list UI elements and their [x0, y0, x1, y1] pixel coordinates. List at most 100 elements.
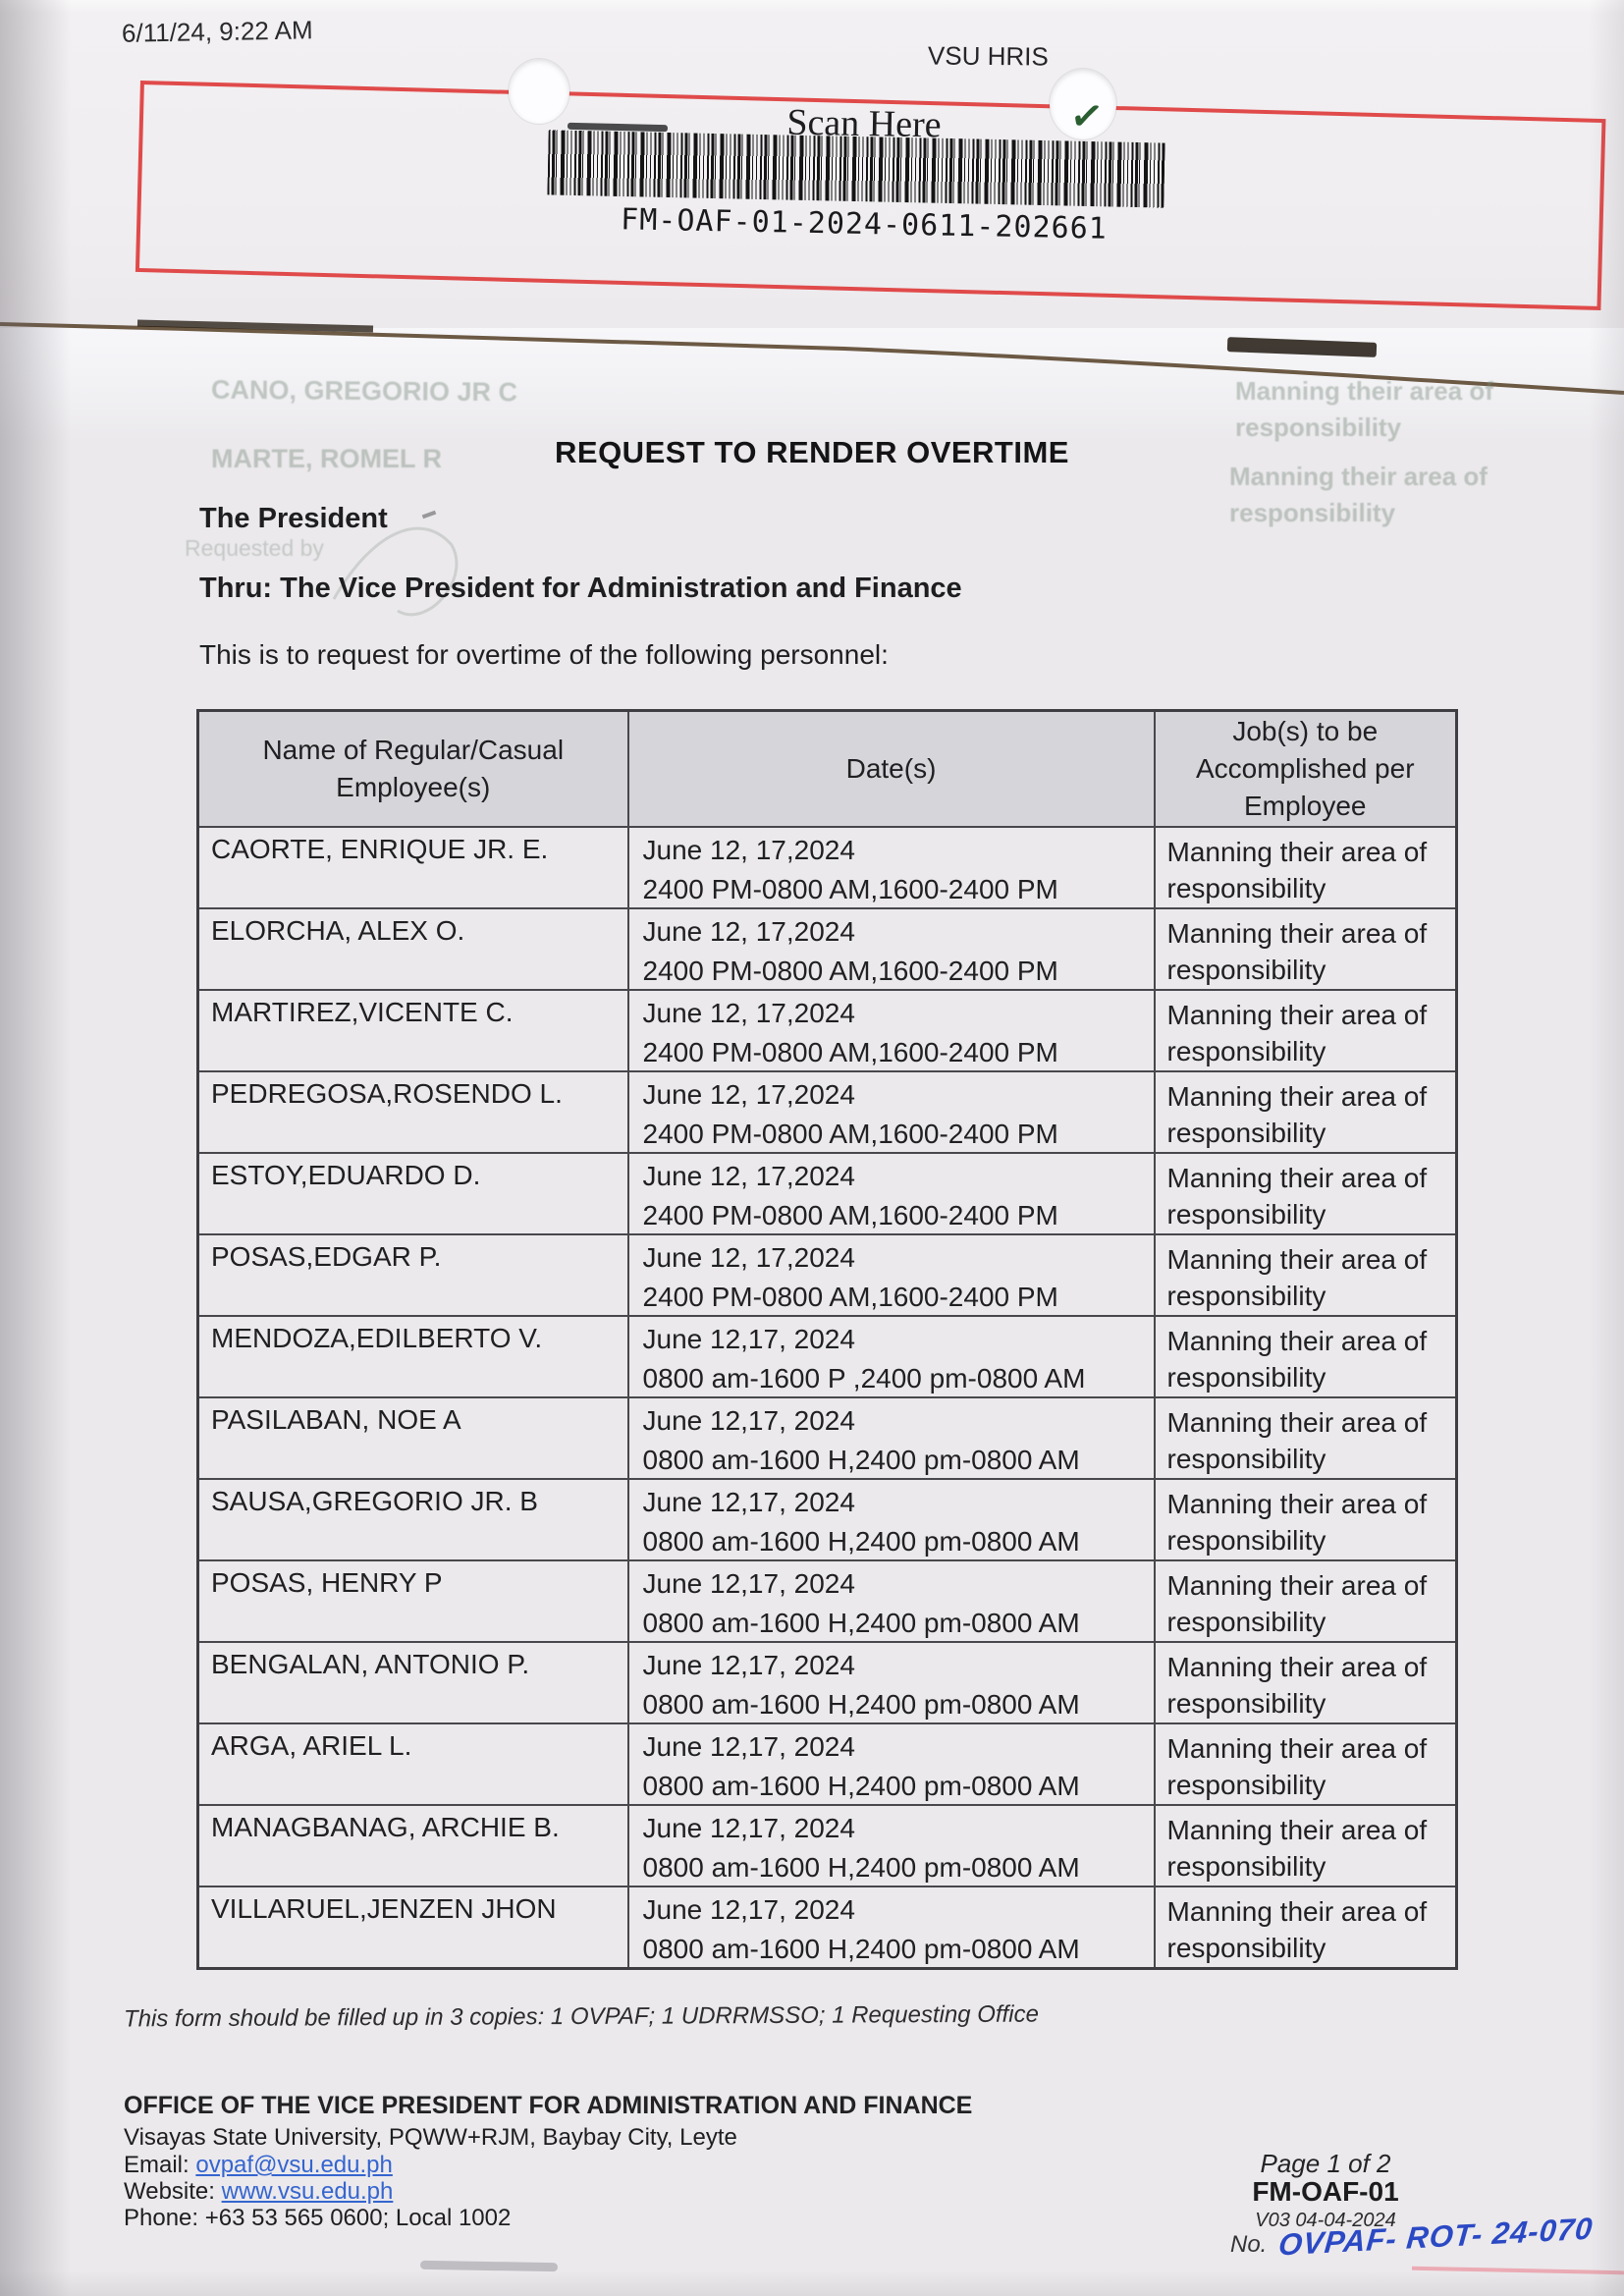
website-link: www.vsu.edu.ph	[221, 2178, 394, 2205]
overtime-table: Name of Regular/Casual Employee(s) Date(…	[196, 709, 1458, 1970]
table-row: VILLARUEL,JENZEN JHON June 12,17, 2024 0…	[196, 1886, 1458, 1970]
dates-cell: June 12, 17,2024 2400 PM-0800 AM,1600-24…	[626, 989, 1156, 1072]
date-line-1: June 12,17, 2024	[642, 1405, 855, 1436]
website-line: Website: www.vsu.edu.ph	[124, 2178, 393, 2206]
dates-cell: June 12,17, 2024 0800 am-1600 H,2400 pm-…	[626, 1722, 1156, 1806]
date-line-1: June 12, 17,2024	[642, 1161, 855, 1191]
employee-name-cell: ELORCHA, ALEX O.	[196, 907, 629, 991]
bleedthrough-text: responsibility	[1229, 498, 1396, 527]
date-line-2: 0800 am-1600 H,2400 pm-0800 AM	[642, 1608, 1080, 1638]
table-row: PEDREGOSA,ROSENDO L. June 12, 17,2024 24…	[196, 1070, 1458, 1154]
table-row: POSAS, HENRY P June 12,17, 2024 0800 am-…	[196, 1559, 1458, 1643]
dates-cell: June 12, 17,2024 2400 PM-0800 AM,1600-24…	[626, 826, 1156, 909]
bleedthrough-text: Manning their area of	[1235, 376, 1493, 406]
job-cell: Manning their area of responsibility	[1153, 989, 1458, 1072]
header-employee-name: Name of Regular/Casual Employee(s)	[196, 709, 629, 828]
addressee-line: The President	[199, 503, 388, 534]
date-line-2: 0800 am-1600 H,2400 pm-0800 AM	[642, 1771, 1080, 1801]
date-line-1: June 12, 17,2024	[642, 916, 855, 947]
date-line-2: 0800 am-1600 H,2400 pm-0800 AM	[642, 1526, 1080, 1557]
header-jobs: Job(s) to be Accomplished per Employee	[1153, 709, 1458, 828]
date-line-1: June 12,17, 2024	[642, 1568, 855, 1599]
header-dates: Date(s)	[626, 709, 1156, 828]
table-row: MANAGBANAG, ARCHIE B. June 12,17, 2024 0…	[196, 1804, 1458, 1887]
employee-name-cell: PASILABAN, NOE A	[196, 1396, 629, 1480]
date-line-2: 2400 PM-0800 AM,1600-2400 PM	[642, 1119, 1058, 1149]
job-cell: Manning their area of responsibility	[1153, 907, 1458, 991]
form-code: FM-OAF-01	[1252, 2176, 1399, 2207]
table-row: POSAS,EDGAR P. June 12, 17,2024 2400 PM-…	[196, 1233, 1458, 1317]
scan-timestamp: 6/11/24, 9:22 AM	[121, 15, 313, 48]
office-name: OFFICE OF THE VICE PRESIDENT FOR ADMINIS…	[124, 2092, 973, 2119]
dates-cell: June 12, 17,2024 2400 PM-0800 AM,1600-24…	[626, 1152, 1156, 1235]
job-cell: Manning their area of responsibility	[1153, 1315, 1458, 1398]
dates-cell: June 12, 17,2024 2400 PM-0800 AM,1600-24…	[626, 907, 1156, 991]
bleedthrough-text: Requested by	[185, 535, 324, 561]
table-row: SAUSA,GREGORIO JR. B June 12,17, 2024 08…	[196, 1478, 1458, 1561]
table-row: MENDOZA,EDILBERTO V. June 12,17, 2024 08…	[196, 1315, 1458, 1398]
number-label: No.	[1230, 2231, 1268, 2258]
date-line-2: 2400 PM-0800 AM,1600-2400 PM	[642, 1200, 1058, 1230]
date-line-2: 2400 PM-0800 AM,1600-2400 PM	[642, 1282, 1058, 1312]
date-line-2: 0800 am-1600 H,2400 pm-0800 AM	[642, 1852, 1080, 1883]
dates-cell: June 12,17, 2024 0800 am-1600 H,2400 pm-…	[626, 1478, 1156, 1561]
job-cell: Manning their area of responsibility	[1153, 1641, 1458, 1724]
date-line-1: June 12, 17,2024	[642, 1079, 855, 1110]
table-row: BENGALAN, ANTONIO P. June 12,17, 2024 08…	[196, 1641, 1458, 1724]
page-title: REQUEST TO RENDER OVERTIME	[555, 435, 1069, 469]
date-line-1: June 12,17, 2024	[642, 1731, 855, 1762]
office-address: Visayas State University, PQWW+RJM, Bayb…	[124, 2124, 737, 2151]
copies-footnote: This form should be filled up in 3 copie…	[123, 2000, 1040, 2033]
date-line-2: 0800 am-1600 H,2400 pm-0800 AM	[642, 1934, 1080, 1964]
dates-cell: June 12,17, 2024 0800 am-1600 H,2400 pm-…	[626, 1804, 1156, 1887]
checkmark-icon: ✓	[1067, 92, 1107, 141]
job-cell: Manning their area of responsibility	[1153, 826, 1458, 909]
date-line-2: 2400 PM-0800 AM,1600-2400 PM	[642, 1037, 1058, 1067]
date-line-1: June 12, 17,2024	[642, 835, 855, 865]
date-line-2: 0800 am-1600 H,2400 pm-0800 AM	[642, 1689, 1080, 1720]
date-line-1: June 12,17, 2024	[642, 1324, 855, 1354]
dates-cell: June 12, 17,2024 2400 PM-0800 AM,1600-24…	[626, 1233, 1156, 1317]
job-cell: Manning their area of responsibility	[1153, 1152, 1458, 1235]
dates-cell: June 12, 17,2024 2400 PM-0800 AM,1600-24…	[626, 1070, 1156, 1154]
intro-line: This is to request for overtime of the f…	[199, 639, 889, 670]
table-row: ELORCHA, ALEX O. June 12, 17,2024 2400 P…	[196, 907, 1458, 991]
job-cell: Manning their area of responsibility	[1153, 1804, 1458, 1887]
date-line-2: 0800 am-1600 P ,2400 pm-0800 AM	[642, 1363, 1086, 1394]
job-cell: Manning their area of responsibility	[1153, 1886, 1458, 1970]
job-cell: Manning their area of responsibility	[1153, 1722, 1458, 1806]
date-line-2: 2400 PM-0800 AM,1600-2400 PM	[642, 874, 1058, 904]
date-line-2: 0800 am-1600 H,2400 pm-0800 AM	[642, 1445, 1080, 1475]
email-label: Email:	[124, 2152, 196, 2178]
employee-name-cell: POSAS,EDGAR P.	[196, 1233, 629, 1317]
table-row: ARGA, ARIEL L. June 12,17, 2024 0800 am-…	[196, 1722, 1458, 1806]
job-cell: Manning their area of responsibility	[1153, 1559, 1458, 1643]
date-line-1: June 12,17, 2024	[642, 1650, 855, 1680]
dates-cell: June 12,17, 2024 0800 am-1600 H,2400 pm-…	[626, 1641, 1156, 1724]
date-line-1: June 12, 17,2024	[642, 1242, 855, 1273]
job-cell: Manning their area of responsibility	[1153, 1396, 1458, 1480]
dates-cell: June 12,17, 2024 0800 am-1600 H,2400 pm-…	[626, 1396, 1156, 1480]
bleedthrough-text: CANO, GREGORIO JR C	[210, 374, 518, 408]
barcode-icon	[547, 130, 1165, 208]
pen-mark	[421, 510, 437, 519]
table-row: CAORTE, ENRIQUE JR. E. June 12, 17,2024 …	[196, 826, 1458, 909]
email-line: Email: ovpaf@vsu.edu.ph	[124, 2152, 393, 2179]
date-line-1: June 12,17, 2024	[642, 1813, 855, 1843]
date-line-2: 2400 PM-0800 AM,1600-2400 PM	[642, 956, 1058, 986]
employee-name-cell: CAORTE, ENRIQUE JR. E.	[196, 826, 629, 909]
employee-name-cell: MANAGBANAG, ARCHIE B.	[196, 1804, 629, 1887]
date-line-1: June 12, 17,2024	[642, 998, 855, 1028]
employee-name-cell: VILLARUEL,JENZEN JHON	[196, 1886, 629, 1970]
date-line-1: June 12,17, 2024	[642, 1487, 855, 1517]
dates-cell: June 12,17, 2024 0800 am-1600 H,2400 pm-…	[626, 1886, 1156, 1970]
employee-name-cell: BENGALAN, ANTONIO P.	[196, 1641, 629, 1724]
job-cell: Manning their area of responsibility	[1153, 1233, 1458, 1317]
website-label: Website:	[124, 2178, 222, 2205]
page-number: Page 1 of 2	[1260, 2149, 1391, 2178]
table-row: MARTIREZ,VICENTE C. June 12, 17,2024 240…	[196, 989, 1458, 1072]
dates-cell: June 12,17, 2024 0800 am-1600 H,2400 pm-…	[626, 1559, 1156, 1643]
employee-name-cell: MARTIREZ,VICENTE C.	[196, 989, 629, 1072]
job-cell: Manning their area of responsibility	[1153, 1070, 1458, 1154]
